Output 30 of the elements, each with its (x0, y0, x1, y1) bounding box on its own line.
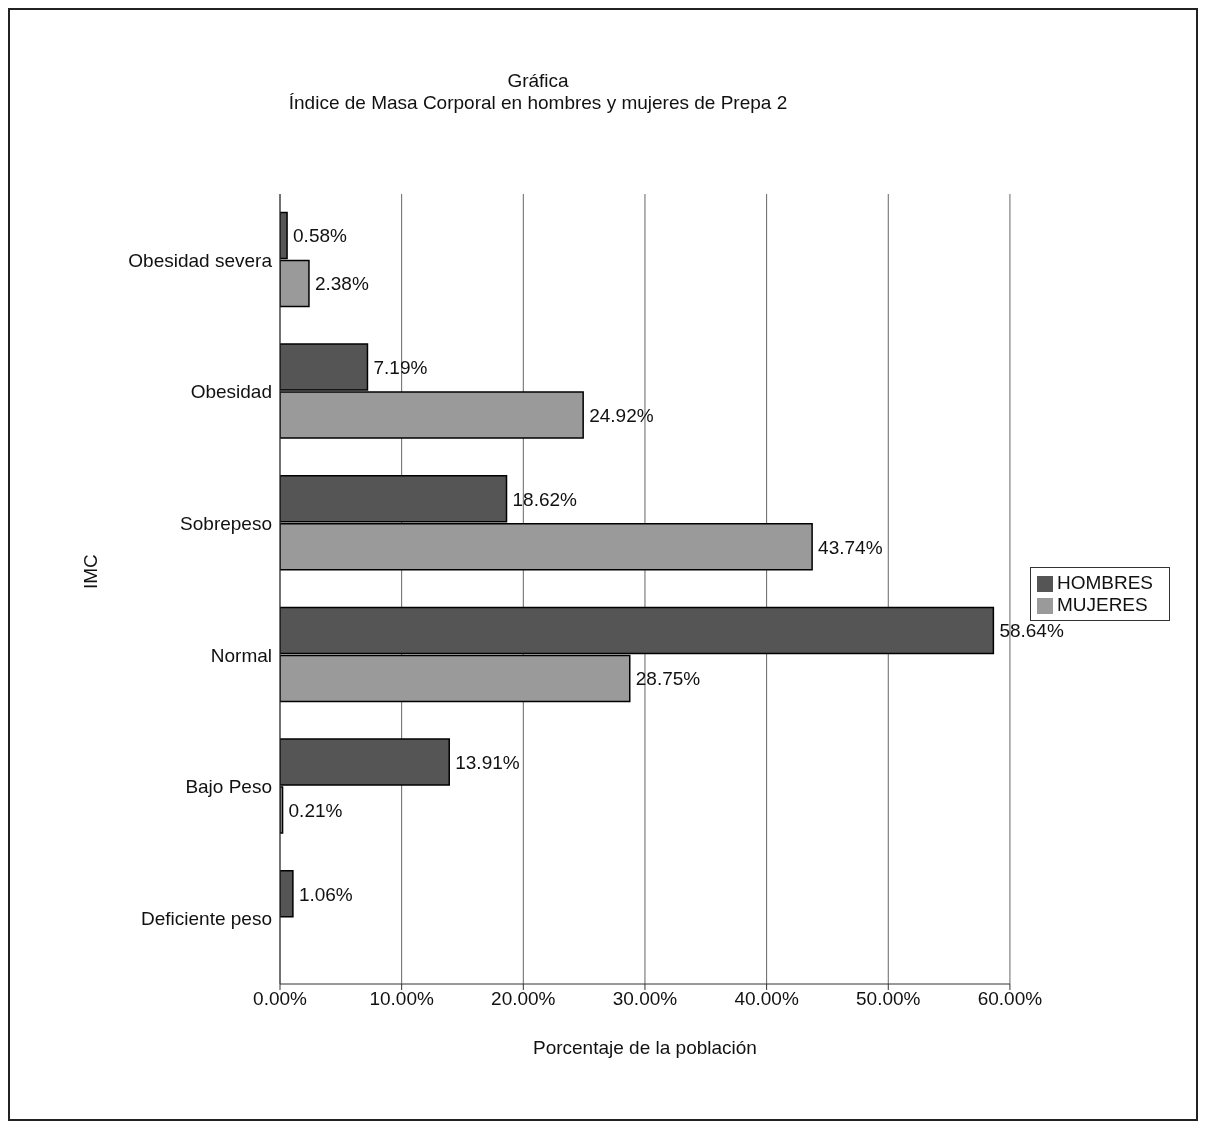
data-label: 1.06% (298, 883, 353, 905)
legend-label: HOMBRES (1056, 572, 1153, 593)
data-label: 0.21% (288, 799, 343, 821)
y-tick-label: Sobrepeso (180, 512, 272, 534)
x-tick-label: 60.00% (977, 988, 1043, 1010)
y-tick-label: Obesidad (190, 381, 272, 403)
data-label: 2.38% (314, 273, 369, 295)
x-tick-label: 40.00% (734, 988, 799, 1010)
y-axis-title: IMC (79, 554, 101, 589)
data-label: 18.62% (512, 488, 578, 510)
y-tick-label: Obesidad severa (128, 249, 273, 271)
chart-title: Gráfica (506, 70, 570, 92)
x-axis-title: Porcentaje de la población (532, 1037, 757, 1058)
legend-label: MUJERES (1056, 594, 1148, 615)
x-tick-label: 0.00% (253, 988, 308, 1010)
x-tick-label: 20.00% (491, 988, 556, 1010)
bar (280, 870, 294, 918)
data-label: 43.74% (818, 536, 883, 558)
data-label: 24.92% (589, 404, 654, 426)
y-tick-label: Bajo Peso (185, 776, 272, 798)
x-tick-label: 50.00% (856, 988, 921, 1010)
data-label: 13.91% (455, 751, 520, 773)
data-label: 58.64% (999, 620, 1064, 642)
chart-subtitle: Índice de Masa Corporal en hombres y mujeres de Prepa 2 (287, 92, 789, 114)
x-tick-label: 30.00% (612, 988, 678, 1010)
x-tick-label: 10.00% (369, 988, 434, 1010)
y-tick-label: Normal (210, 644, 272, 666)
y-tick-label: Deficiente peso (141, 907, 272, 929)
data-label: 0.58% (293, 225, 348, 247)
data-label: 28.75% (635, 668, 701, 690)
